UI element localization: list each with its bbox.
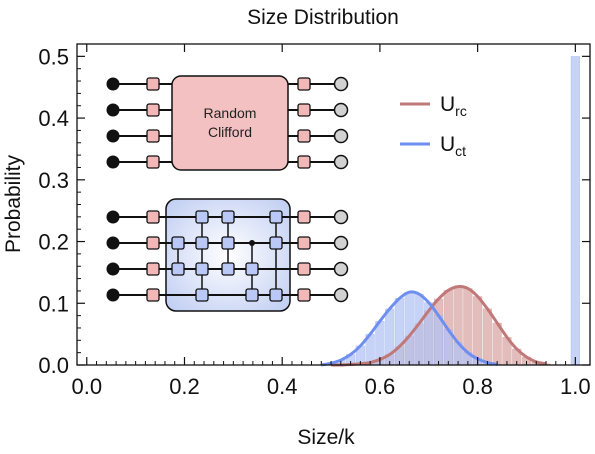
bottom-output-dot-2 (333, 261, 349, 277)
x-tick-label-0: 0.0 (71, 374, 102, 399)
bottom-gate-0-1 (171, 236, 185, 250)
bottom-gate-1-3 (195, 288, 209, 302)
bottom-output-dot-3 (333, 287, 349, 303)
y-tick-label-1: 0.1 (38, 291, 69, 316)
legend: Urc Uct (400, 93, 467, 159)
top-input-dot-1 (106, 103, 120, 117)
legend-rc-sub: rc (455, 103, 467, 119)
bottom-left-gate-0 (146, 210, 160, 224)
legend-ct-sub: ct (455, 143, 466, 159)
legend-label-ct: Uct (440, 133, 466, 159)
bottom-output-dot-0 (333, 209, 349, 225)
top-right-gate-3 (297, 155, 311, 169)
bottom-gate-4-1 (269, 236, 283, 250)
top-left-gate-0 (146, 77, 160, 91)
x-tick-label-3: 0.6 (365, 374, 396, 399)
bottom-left-gate-3 (146, 288, 160, 302)
x-tick-label-4: 0.8 (462, 374, 493, 399)
top-input-dot-3 (106, 155, 120, 169)
top-left-gate-3 (146, 155, 160, 169)
bottom-right-gate-3 (297, 288, 311, 302)
bottom-right-gate-0 (297, 210, 311, 224)
y-tick-label-4: 0.4 (38, 106, 69, 131)
bar-ct-9 (404, 291, 414, 366)
x-tick-label-1: 0.2 (169, 374, 200, 399)
bottom-input-dot-2 (106, 262, 120, 276)
curve-rc (331, 285, 547, 367)
bar-ct-19 (570, 56, 580, 366)
circuit-inset: Random Clifford (106, 75, 349, 312)
x-axis-title: Size/k (297, 426, 355, 449)
bottom-gate-1-1 (195, 236, 209, 250)
bar-ct-8 (394, 298, 405, 366)
top-output-dot-1 (333, 102, 349, 118)
bottom-gate-1-0 (195, 210, 209, 224)
curve-ct (321, 290, 498, 367)
legend-ct-main: U (440, 133, 455, 156)
legend-rc-main: U (440, 93, 455, 116)
top-right-gate-1 (297, 103, 311, 117)
bottom-input-dot-1 (106, 236, 120, 250)
bottom-gate-3-3 (245, 288, 259, 302)
random-clifford-block (171, 75, 289, 171)
bottom-gate-3-2 (245, 262, 259, 276)
bottom-gate-0-2 (171, 262, 185, 276)
bottom-right-gate-2 (297, 262, 311, 276)
random-clifford-label-line2: Clifford (208, 124, 252, 140)
y-tick-label-2: 0.2 (38, 230, 69, 255)
random-clifford-label-line1: Random (204, 105, 257, 121)
chart-title: Size Distribution (247, 6, 399, 29)
bottom-input-dot-0 (106, 210, 120, 224)
x-tick-label-2: 0.4 (267, 374, 298, 399)
legend-label-rc: Urc (440, 93, 467, 119)
top-input-dot-0 (106, 77, 120, 91)
bottom-gate-2-1 (221, 236, 235, 250)
top-output-dot-3 (333, 154, 349, 170)
bottom-gate-4-0 (269, 210, 283, 224)
top-right-gate-2 (297, 129, 311, 143)
y-tick-label-0: 0.0 (38, 353, 69, 378)
y-axis-title: Probability (2, 154, 25, 253)
x-tick-label-5: 1.0 (560, 374, 591, 399)
bar-rc-16 (482, 308, 493, 366)
bottom-control-dot (249, 240, 255, 246)
plot-curves (321, 285, 547, 367)
top-left-gate-2 (146, 129, 160, 143)
top-left-gate-1 (146, 103, 160, 117)
bottom-gate-4-3 (269, 288, 283, 302)
plot-frame (76, 43, 591, 366)
top-output-dot-0 (333, 76, 349, 92)
bar-ct-12 (433, 315, 444, 366)
bar-rc-15 (472, 296, 483, 366)
y-tick-label-3: 0.3 (38, 168, 69, 193)
bottom-gate-2-0 (221, 210, 235, 224)
bottom-left-gate-1 (146, 236, 160, 250)
top-output-dot-2 (333, 128, 349, 144)
axes-ticks: 0.0 0.2 0.4 0.6 0.8 1.0 0.0 0.1 0.2 0.3 0.4 0.5 (38, 44, 591, 399)
top-right-gate-0 (297, 77, 311, 91)
bottom-output-dot-1 (333, 235, 349, 251)
bottom-right-gate-1 (297, 236, 311, 250)
bottom-input-dot-3 (106, 288, 120, 302)
bottom-left-gate-2 (146, 262, 160, 276)
bottom-gate-1-2 (195, 262, 209, 276)
top-input-dot-2 (106, 129, 120, 143)
y-tick-label-5: 0.5 (38, 44, 69, 69)
bottom-gate-2-2 (221, 262, 235, 276)
